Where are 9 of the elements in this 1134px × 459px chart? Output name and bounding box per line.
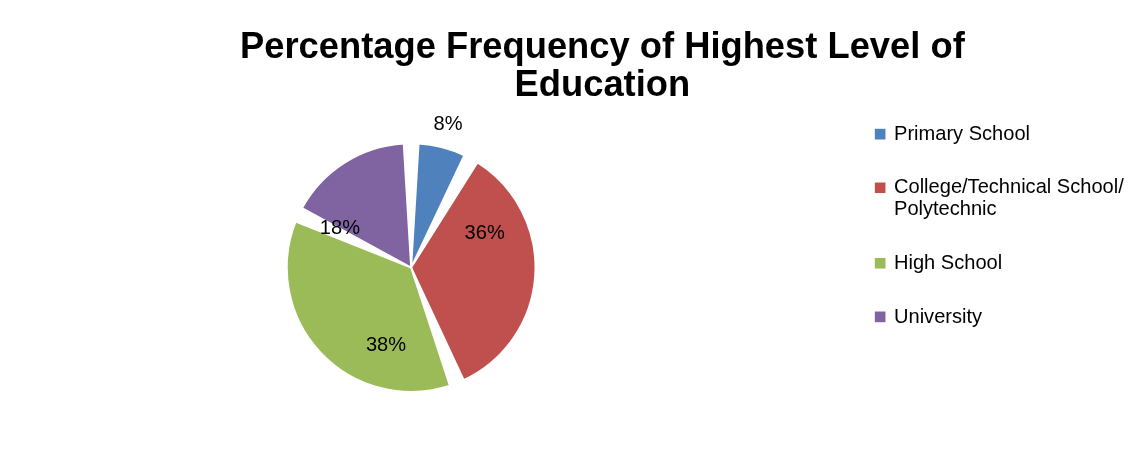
data-label: 18% [319, 216, 361, 239]
chart-title: Percentage Frequency of Highest Level of Education [240, 25, 966, 105]
legend-label: University [894, 304, 983, 327]
data-label: 8% [433, 111, 463, 134]
data-label: 38% [365, 332, 407, 355]
legend-label: College/Technical School/ Polytechnic [894, 175, 1125, 220]
data-label: 36% [464, 220, 505, 243]
legend-label: High School [894, 251, 1003, 274]
legend-label: Primary School [894, 121, 1031, 144]
